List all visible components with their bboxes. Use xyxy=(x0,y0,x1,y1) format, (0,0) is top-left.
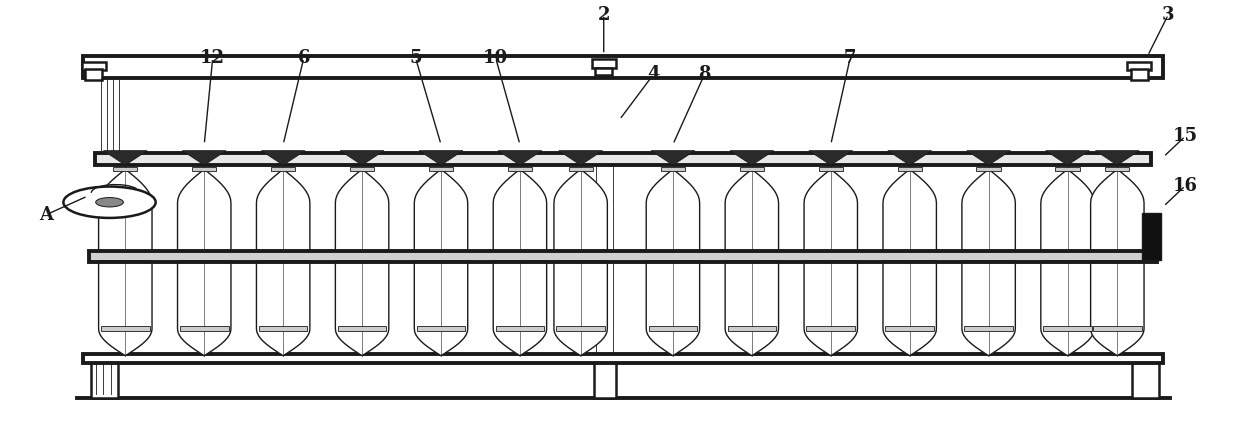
Polygon shape xyxy=(83,56,1163,78)
Text: A: A xyxy=(40,205,53,224)
Polygon shape xyxy=(650,151,695,165)
Polygon shape xyxy=(416,326,466,331)
Polygon shape xyxy=(1041,169,1094,356)
Polygon shape xyxy=(727,326,776,331)
Polygon shape xyxy=(804,169,857,356)
Polygon shape xyxy=(338,326,387,331)
Polygon shape xyxy=(595,68,612,75)
Polygon shape xyxy=(559,151,602,165)
Polygon shape xyxy=(341,151,384,165)
Polygon shape xyxy=(569,167,592,171)
Polygon shape xyxy=(1046,151,1089,165)
Polygon shape xyxy=(649,326,698,331)
Polygon shape xyxy=(419,151,463,165)
Text: 4: 4 xyxy=(647,65,659,83)
Polygon shape xyxy=(740,167,764,171)
Polygon shape xyxy=(349,167,374,171)
Polygon shape xyxy=(89,250,1157,262)
Polygon shape xyxy=(1127,62,1151,70)
Polygon shape xyxy=(596,165,613,250)
Circle shape xyxy=(95,197,124,207)
Polygon shape xyxy=(1141,213,1161,260)
Polygon shape xyxy=(493,169,546,356)
Polygon shape xyxy=(883,169,937,356)
Polygon shape xyxy=(886,326,934,331)
Polygon shape xyxy=(1056,167,1079,171)
Polygon shape xyxy=(113,167,138,171)
Text: 5: 5 xyxy=(409,49,421,67)
Text: 7: 7 xyxy=(844,49,856,67)
Polygon shape xyxy=(961,169,1015,356)
Polygon shape xyxy=(647,169,700,356)
Polygon shape xyxy=(1105,167,1130,171)
Text: 3: 3 xyxy=(1162,5,1175,24)
Polygon shape xyxy=(1132,354,1158,398)
Polygon shape xyxy=(498,151,541,165)
Text: 8: 8 xyxy=(699,65,711,83)
Polygon shape xyxy=(271,167,295,171)
Polygon shape xyxy=(192,167,217,171)
Polygon shape xyxy=(888,151,932,165)
Polygon shape xyxy=(725,169,778,356)
Polygon shape xyxy=(85,69,103,80)
Polygon shape xyxy=(414,169,467,356)
Polygon shape xyxy=(554,169,607,356)
Polygon shape xyxy=(336,169,389,356)
Polygon shape xyxy=(1090,169,1144,356)
Polygon shape xyxy=(593,354,616,398)
Polygon shape xyxy=(819,167,843,171)
Polygon shape xyxy=(966,151,1011,165)
Polygon shape xyxy=(82,62,105,70)
Text: 16: 16 xyxy=(1173,177,1198,195)
Polygon shape xyxy=(102,326,150,331)
Polygon shape xyxy=(1043,326,1092,331)
Text: 10: 10 xyxy=(483,49,508,67)
Polygon shape xyxy=(261,151,305,165)
Polygon shape xyxy=(259,326,307,331)
Polygon shape xyxy=(1093,326,1141,331)
Polygon shape xyxy=(730,151,773,165)
Polygon shape xyxy=(508,167,532,171)
Circle shape xyxy=(63,187,156,218)
Polygon shape xyxy=(1131,69,1147,80)
Polygon shape xyxy=(103,151,147,165)
Polygon shape xyxy=(807,326,855,331)
Polygon shape xyxy=(596,262,613,354)
Polygon shape xyxy=(660,167,685,171)
Polygon shape xyxy=(591,59,616,68)
Polygon shape xyxy=(92,354,118,398)
Text: 6: 6 xyxy=(297,49,310,67)
Polygon shape xyxy=(83,354,1163,363)
Polygon shape xyxy=(429,167,453,171)
Polygon shape xyxy=(99,169,152,356)
Polygon shape xyxy=(256,169,310,356)
Polygon shape xyxy=(496,326,544,331)
Polygon shape xyxy=(177,169,230,356)
Text: 2: 2 xyxy=(597,5,610,24)
Polygon shape xyxy=(976,167,1001,171)
Polygon shape xyxy=(809,151,852,165)
Polygon shape xyxy=(1095,151,1139,165)
Polygon shape xyxy=(182,151,225,165)
Polygon shape xyxy=(95,153,1151,165)
Polygon shape xyxy=(964,326,1014,331)
Text: 12: 12 xyxy=(201,49,225,67)
Polygon shape xyxy=(180,326,228,331)
Polygon shape xyxy=(897,167,922,171)
Polygon shape xyxy=(556,326,605,331)
Text: 15: 15 xyxy=(1173,127,1198,145)
